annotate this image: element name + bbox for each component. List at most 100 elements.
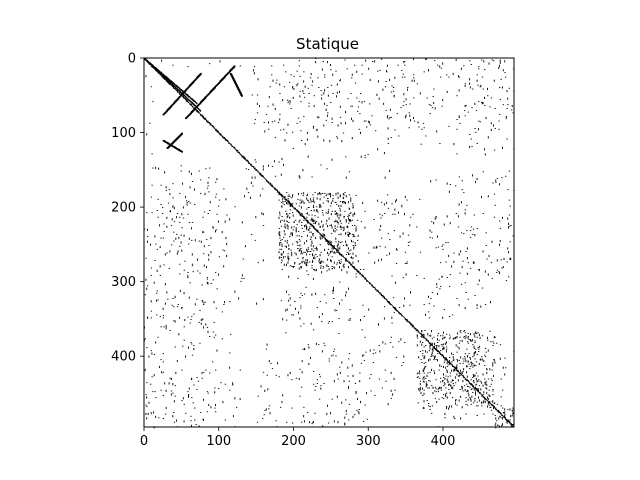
diagonal-marker (294, 208, 296, 210)
scatter-marker (209, 336, 211, 337)
diagonal-marker (345, 257, 347, 259)
scatter-marker (200, 322, 202, 325)
diagonal-marker (413, 325, 415, 327)
diagonal-marker (215, 128, 217, 130)
scatter-marker (280, 173, 282, 176)
scatter-marker (363, 268, 365, 270)
block-marker (493, 402, 496, 404)
diagonal-marker (371, 284, 373, 286)
block-marker (312, 260, 314, 263)
diagonal-marker (440, 353, 442, 355)
scatter-marker (368, 121, 370, 124)
diagonal-marker (232, 145, 234, 147)
block-marker (299, 219, 301, 221)
diagonal-marker (198, 111, 200, 113)
block-marker (462, 380, 464, 383)
diagonal-marker (277, 189, 279, 191)
block-marker (446, 378, 448, 381)
scatter-marker (360, 400, 361, 404)
scatter-marker (348, 171, 351, 173)
diagonal-marker (471, 384, 473, 386)
band-marker (166, 147, 169, 149)
diagonal-marker (437, 350, 439, 352)
diagonal-marker (395, 309, 397, 311)
scatter-marker (194, 303, 196, 306)
diagonal-marker (465, 378, 467, 380)
scatter-marker (454, 418, 456, 419)
scatter-marker (364, 404, 366, 406)
block-marker (303, 242, 305, 245)
diagonal-marker (277, 192, 279, 194)
block-marker (281, 243, 283, 246)
block-marker (280, 239, 282, 241)
scatter-marker (297, 277, 299, 279)
diagonal-marker (186, 101, 188, 103)
band-marker (173, 101, 176, 104)
scatter-marker (331, 321, 333, 323)
block-marker (473, 333, 475, 336)
scatter-marker (508, 199, 511, 201)
band-marker (198, 103, 201, 105)
band-marker (179, 91, 181, 93)
scatter-marker (289, 81, 291, 83)
band-marker (189, 100, 191, 102)
block-marker (339, 265, 340, 269)
diagonal-marker (427, 340, 429, 342)
block-marker (421, 336, 423, 338)
block-marker (494, 415, 496, 416)
scatter-marker (267, 105, 269, 107)
diagonal-marker (235, 149, 237, 151)
block-marker (467, 333, 469, 334)
scatter-marker (416, 83, 419, 85)
scatter-marker (500, 378, 502, 380)
diagonal-marker (410, 323, 412, 325)
scatter-marker (191, 397, 193, 399)
diagonal-marker (499, 412, 501, 414)
block-marker (508, 419, 509, 422)
diagonal-marker (226, 139, 228, 141)
diagonal-marker (221, 135, 223, 137)
scatter-marker (148, 355, 150, 358)
scatter-marker (433, 305, 435, 307)
band-marker (173, 145, 175, 148)
scatter-marker (223, 304, 225, 305)
scatter-marker (351, 364, 353, 367)
band-marker (152, 64, 154, 67)
scatter-marker (324, 345, 326, 346)
block-marker (431, 330, 432, 333)
diagonal-marker (501, 414, 503, 416)
scatter-marker (238, 297, 240, 300)
scatter-marker (351, 73, 353, 76)
scatter-marker (429, 236, 431, 238)
scatter-marker (482, 171, 484, 173)
block-marker (295, 230, 297, 233)
band-marker (168, 145, 171, 147)
scatter-marker (367, 154, 369, 156)
block-marker (305, 259, 307, 262)
scatter-marker (440, 67, 443, 69)
block-marker (306, 253, 308, 256)
diagonal-marker (419, 332, 421, 334)
diagonal-marker (163, 77, 165, 79)
diagonal-marker (215, 129, 217, 131)
block-marker (354, 213, 356, 215)
scatter-marker (501, 267, 503, 269)
diagonal-marker (309, 224, 311, 226)
band-marker (159, 72, 161, 74)
scatter-marker (244, 245, 246, 248)
diagonal-marker (287, 201, 289, 203)
scatter-marker (373, 246, 375, 249)
block-marker (470, 362, 472, 364)
scatter-marker (337, 378, 339, 380)
block-marker (323, 196, 325, 198)
scatter-marker (346, 68, 348, 70)
scatter-marker (297, 117, 300, 119)
scatter-marker (496, 271, 498, 273)
scatter-marker (282, 394, 284, 397)
scatter-marker (267, 388, 269, 391)
scatter-marker (364, 226, 366, 229)
block-marker (336, 214, 338, 217)
block-marker (446, 370, 448, 373)
diagonal-marker (374, 287, 376, 289)
block-marker (335, 219, 337, 222)
